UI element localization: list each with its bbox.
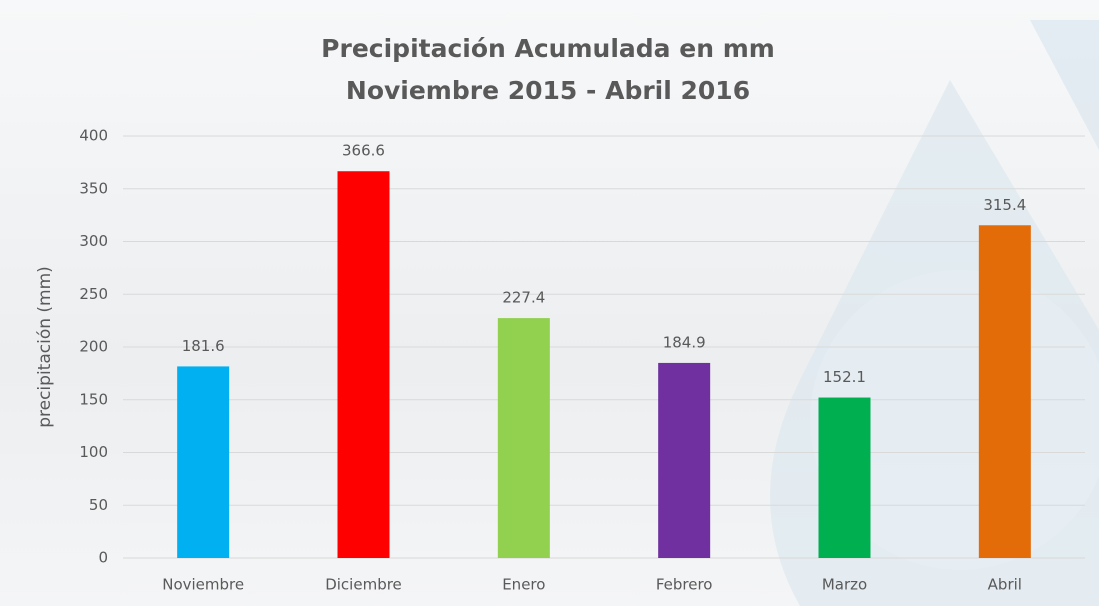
chart-title: Precipitación Acumulada en mm [321,34,775,63]
x-tick-label: Diciembre [325,576,402,594]
bar [177,366,230,558]
bar [818,397,871,558]
x-tick-label: Abril [988,576,1022,594]
chart-subtitle: Noviembre 2015 - Abril 2016 [346,76,750,105]
y-axis-label: precipitación (mm) [35,266,55,428]
y-tick-label: 200 [79,338,108,356]
y-tick-label: 150 [79,390,108,408]
y-tick-label: 0 [98,549,108,567]
y-tick-label: 400 [79,127,108,145]
x-tick-label: Febrero [656,576,713,594]
data-label: 227.4 [502,289,545,307]
data-label: 366.6 [342,142,385,160]
x-tick-label: Marzo [822,576,867,594]
y-tick-label: 300 [79,232,108,250]
data-label: 315.4 [983,196,1026,214]
bar [337,171,390,558]
y-tick-label: 50 [89,496,108,514]
y-tick-label: 100 [79,443,108,461]
x-tick-label: Enero [502,576,545,594]
bar [497,318,550,558]
data-label: 152.1 [823,368,866,386]
data-label: 181.6 [182,337,225,355]
data-label: 184.9 [663,333,706,351]
bar [978,225,1031,559]
y-tick-label: 250 [79,285,108,303]
y-tick-label: 350 [79,179,108,197]
bar [658,362,711,558]
x-tick-label: Noviembre [162,576,244,594]
watermark [1030,20,1099,150]
